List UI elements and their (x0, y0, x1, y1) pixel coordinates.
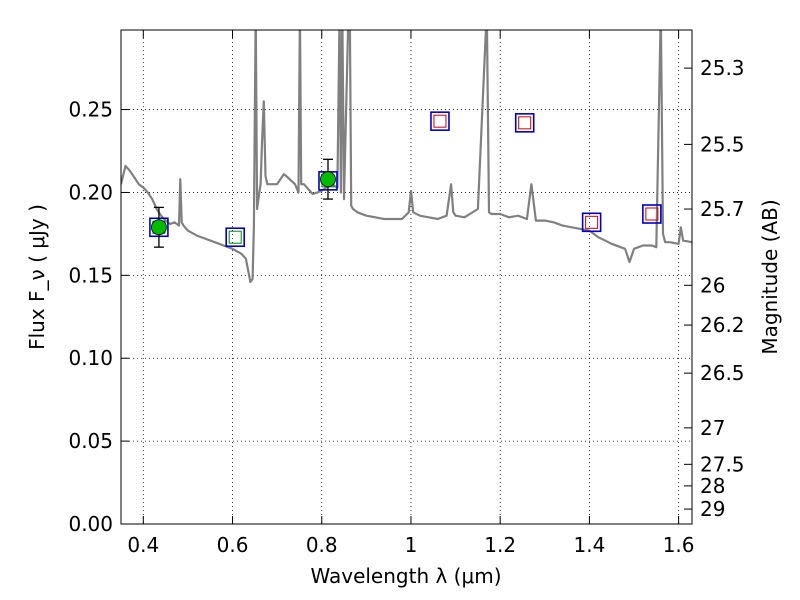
x-tick-label: 1.6 (663, 533, 695, 557)
right-axis-label: Magnitude (AB) (758, 199, 782, 354)
right-tick-label: 25.7 (700, 197, 745, 221)
y-tick-label: 0.00 (68, 512, 113, 536)
y-tick-label: 0.25 (68, 98, 113, 122)
plot-frame (120, 29, 693, 525)
right-tick-label: 26 (700, 273, 725, 297)
right-tick-label: 25.3 (700, 56, 745, 80)
x-tick-label: 1.4 (573, 533, 605, 557)
right-tick-label: 25.5 (700, 132, 745, 156)
x-tick-label: 0.6 (217, 533, 249, 557)
right-tick-label: 29 (700, 497, 725, 521)
x-tick-label: 1.2 (484, 533, 516, 557)
model-box-inner (518, 116, 532, 130)
observed-point (320, 171, 336, 188)
model-box-outer (225, 227, 245, 248)
y-tick-label: 0.05 (68, 429, 113, 453)
y-tick-label: 0.15 (68, 263, 113, 287)
model-box-inner (228, 230, 242, 244)
right-tick-label: 27 (700, 416, 725, 440)
x-axis-label: Wavelength λ (μm) (310, 564, 501, 588)
y-axis-ticks: 0.00 0.05 0.10 0.15 0.20 0.25 (68, 98, 129, 536)
model-box-inner (433, 114, 447, 128)
right-tick-label: 28 (700, 474, 725, 498)
right-tick-label: 27.5 (700, 452, 745, 476)
y-axis-label: Flux F_ν ( μJy ) (25, 204, 49, 350)
model-photometry-layer (149, 111, 662, 248)
model-box-outer (642, 204, 662, 224)
spectrum-line (121, 30, 692, 284)
model-box-inner (585, 215, 599, 229)
spectrum-layer (121, 30, 692, 284)
grid (121, 30, 692, 525)
observed-photometry-layer (151, 158, 336, 248)
x-tick-label: 1 (405, 533, 418, 557)
x-axis-ticks: 0.4 0.6 0.8 1 1.2 1.4 1.6 (127, 30, 695, 557)
model-box-outer (581, 212, 602, 233)
y-tick-label: 0.20 (68, 180, 113, 204)
model-box-inner (645, 207, 659, 221)
x-tick-label: 0.4 (127, 533, 159, 557)
right-tick-label: 26.5 (700, 361, 745, 385)
y-tick-label: 0.10 (68, 346, 113, 370)
model-box-outer (430, 111, 450, 131)
model-box-outer (514, 113, 535, 133)
x-tick-label: 0.8 (306, 533, 338, 557)
observed-point (151, 219, 167, 236)
right-tick-label: 26.2 (700, 313, 745, 337)
